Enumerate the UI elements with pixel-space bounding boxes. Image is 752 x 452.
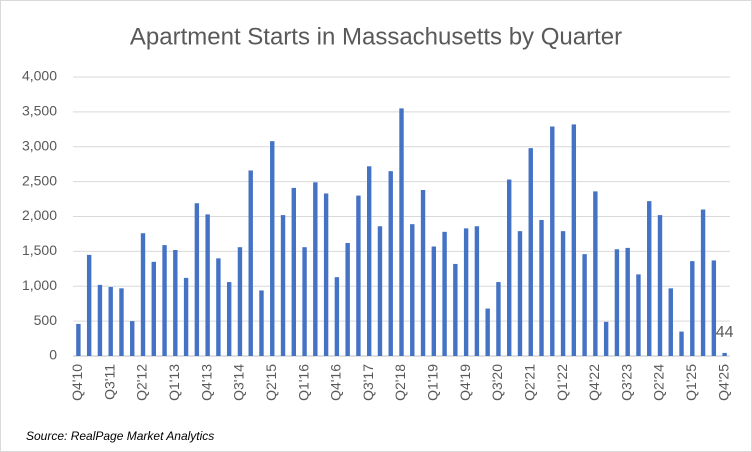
bar — [550, 126, 555, 357]
bar — [183, 277, 189, 356]
bar — [366, 166, 372, 356]
bar — [194, 203, 200, 356]
x-tick-label: Q2'21 — [521, 364, 537, 401]
bar — [625, 247, 630, 356]
bar — [356, 195, 361, 356]
x-tick-label: Q4'22 — [586, 364, 602, 401]
x-tick-label: Q1'16 — [295, 364, 311, 401]
chart-title: Apartment Starts in Massachusetts by Qua… — [130, 23, 622, 50]
bar — [507, 179, 512, 356]
bar — [636, 274, 641, 356]
bar — [431, 246, 437, 356]
bar — [173, 249, 178, 356]
bar — [711, 260, 717, 356]
bar — [690, 261, 695, 356]
bar — [76, 323, 81, 356]
bar — [151, 261, 156, 356]
bar — [463, 228, 469, 356]
y-tick-label: 3,500 — [22, 103, 57, 119]
bar — [345, 243, 350, 356]
x-tick-label: Q3'14 — [231, 364, 247, 401]
bar — [270, 141, 275, 356]
bar — [259, 290, 264, 356]
y-tick-label: 1,500 — [22, 242, 57, 258]
x-tick-label: Q1'25 — [683, 364, 699, 401]
bar — [86, 254, 92, 356]
bar — [119, 288, 124, 356]
y-tick-label: 500 — [34, 312, 58, 328]
bar — [140, 233, 146, 356]
bar — [474, 226, 480, 356]
bar — [485, 308, 490, 356]
bar — [517, 231, 523, 356]
x-tick-label: Q4'10 — [69, 364, 85, 401]
bar — [226, 282, 232, 356]
y-tick-label: 0 — [49, 347, 57, 363]
bar — [539, 219, 544, 356]
bar — [280, 215, 286, 356]
bar — [130, 321, 135, 356]
bar — [237, 247, 243, 356]
y-tick-label: 1,000 — [22, 277, 57, 293]
y-tick-label: 3,000 — [22, 137, 57, 153]
x-tick-label: Q4'19 — [457, 364, 473, 401]
x-tick-label: Q4'13 — [198, 364, 214, 401]
bar — [453, 263, 458, 356]
y-tick-label: 4,000 — [22, 68, 57, 84]
bar — [528, 148, 533, 356]
x-tick-label: Q3'17 — [360, 364, 376, 401]
bar — [334, 277, 340, 356]
bar — [313, 182, 318, 356]
x-tick-label: Q1'13 — [166, 364, 182, 401]
source-note: Source: RealPage Market Analytics — [26, 429, 214, 443]
bar — [722, 352, 727, 356]
x-tick-label: Q2'12 — [134, 364, 150, 401]
x-tick-label: Q2'24 — [651, 364, 667, 401]
bar — [442, 231, 447, 356]
bar — [248, 170, 253, 356]
bar — [614, 249, 620, 356]
bar — [571, 124, 577, 357]
x-tick-label: Q2'18 — [392, 364, 408, 401]
bar — [593, 191, 598, 356]
bar — [377, 226, 383, 356]
bar — [679, 331, 684, 356]
data-label: 44 — [716, 324, 734, 341]
x-tick-label: Q3'11 — [101, 364, 117, 400]
bar — [410, 224, 415, 356]
x-tick-label: Q3'20 — [489, 364, 505, 401]
bar — [108, 286, 113, 356]
y-tick-label: 2,000 — [22, 207, 57, 223]
x-tick-label: Q3'23 — [618, 364, 634, 401]
x-tick-label: Q4'16 — [328, 364, 344, 401]
bar — [700, 209, 706, 356]
bar — [323, 193, 329, 356]
bar — [162, 245, 167, 356]
bar — [216, 258, 221, 356]
bar — [302, 247, 307, 356]
bar — [291, 187, 296, 356]
bar — [560, 231, 566, 356]
bar — [603, 321, 609, 356]
bar — [205, 214, 210, 356]
bar — [668, 288, 673, 356]
bar — [399, 108, 404, 356]
x-tick-label: Q1'19 — [425, 364, 441, 401]
bar — [388, 171, 393, 356]
bar — [97, 284, 103, 356]
bar — [647, 201, 652, 356]
x-tick-label: Q4'25 — [715, 364, 731, 401]
bar — [582, 254, 587, 356]
y-tick-label: 2,500 — [22, 172, 57, 188]
x-tick-label: Q1'22 — [554, 364, 570, 401]
bar — [420, 189, 426, 356]
bar — [496, 282, 501, 356]
bar — [657, 215, 663, 356]
x-tick-label: Q2'15 — [263, 364, 279, 401]
